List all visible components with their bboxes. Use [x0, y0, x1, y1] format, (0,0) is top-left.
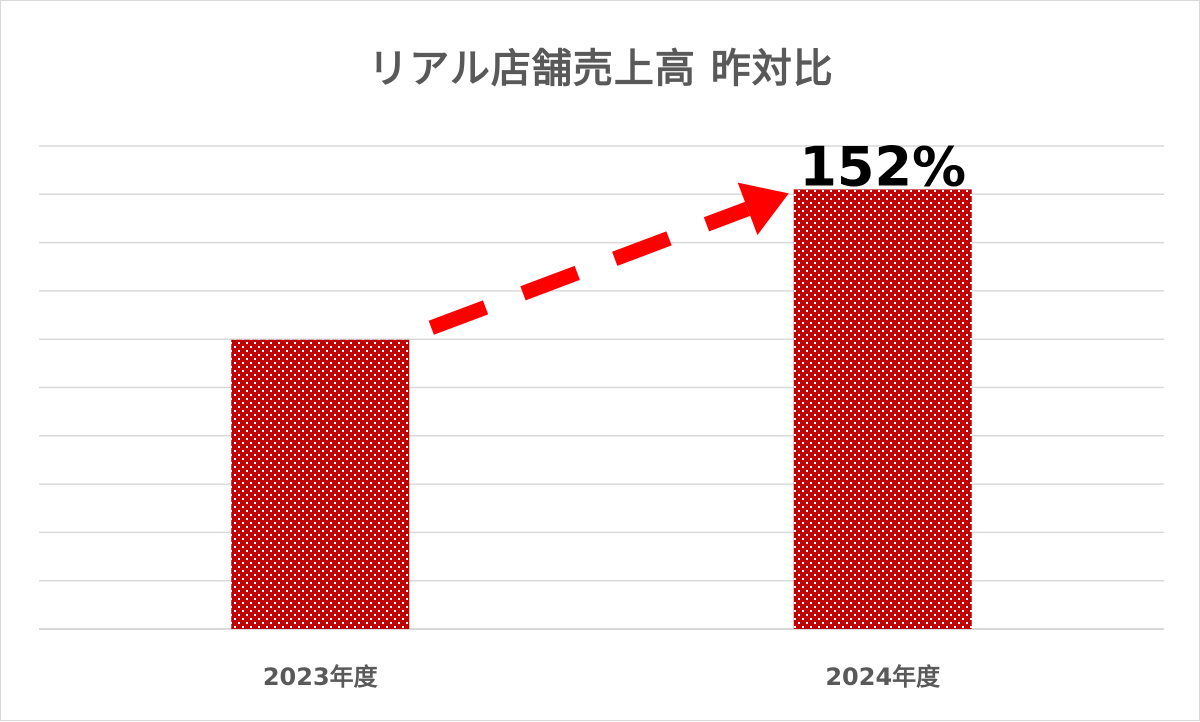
bar-1 — [231, 339, 410, 629]
arrow-shaft — [428, 201, 751, 335]
data-label: 152% — [799, 135, 966, 198]
x-tick-label: 2023年度 — [263, 663, 379, 691]
arrow-head — [737, 182, 789, 236]
chart-title: リアル店舗売上高 昨対比 — [368, 46, 834, 92]
bar-2 — [793, 189, 972, 629]
gridlines — [39, 145, 1164, 630]
bars — [231, 189, 972, 629]
x-tick-label: 2024年度 — [825, 663, 941, 691]
increase-arrow — [428, 182, 789, 335]
labels: 2023年度 2024年度 152% — [263, 135, 966, 691]
